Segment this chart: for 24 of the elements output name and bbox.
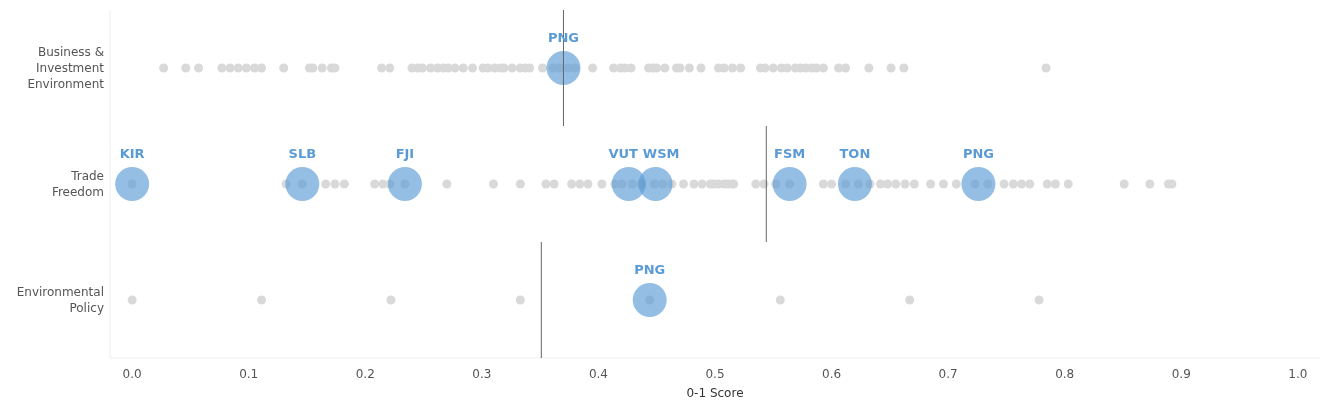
x-tick-label: 0.5 bbox=[705, 367, 725, 381]
x-tick-label: 0.2 bbox=[355, 367, 375, 381]
y-tick-label: Trade Freedom bbox=[51, 169, 104, 199]
x-tick-label: 0.4 bbox=[588, 367, 608, 381]
annotation: FJI bbox=[395, 146, 415, 161]
x-tick-label: 0.8 bbox=[1055, 367, 1075, 381]
y-tick-label: Environmental Policy bbox=[16, 285, 104, 315]
x-tick-label: 0.3 bbox=[472, 367, 492, 381]
annotation: VUT bbox=[608, 146, 639, 161]
y-tick-label: Business & Investment Environment bbox=[27, 45, 105, 91]
x-axis-title: 0-1 Score bbox=[686, 386, 744, 400]
annotation: FSM bbox=[774, 146, 806, 161]
annotation: TON bbox=[839, 146, 871, 161]
x-tick-label: 1.0 bbox=[1288, 367, 1308, 381]
annotation: PNG bbox=[962, 146, 994, 161]
annotation: WSM bbox=[642, 146, 680, 161]
x-tick-label: 0.9 bbox=[1171, 367, 1191, 381]
annotation: SLB bbox=[288, 146, 317, 161]
x-tick-label: 0.6 bbox=[822, 367, 842, 381]
x-tick-label: 0.0 bbox=[122, 367, 142, 381]
x-tick-label: 0.7 bbox=[938, 367, 958, 381]
annotation: PNG bbox=[634, 262, 666, 277]
x-tick-label: 0.1 bbox=[239, 367, 259, 381]
annotation: KIR bbox=[119, 146, 145, 161]
